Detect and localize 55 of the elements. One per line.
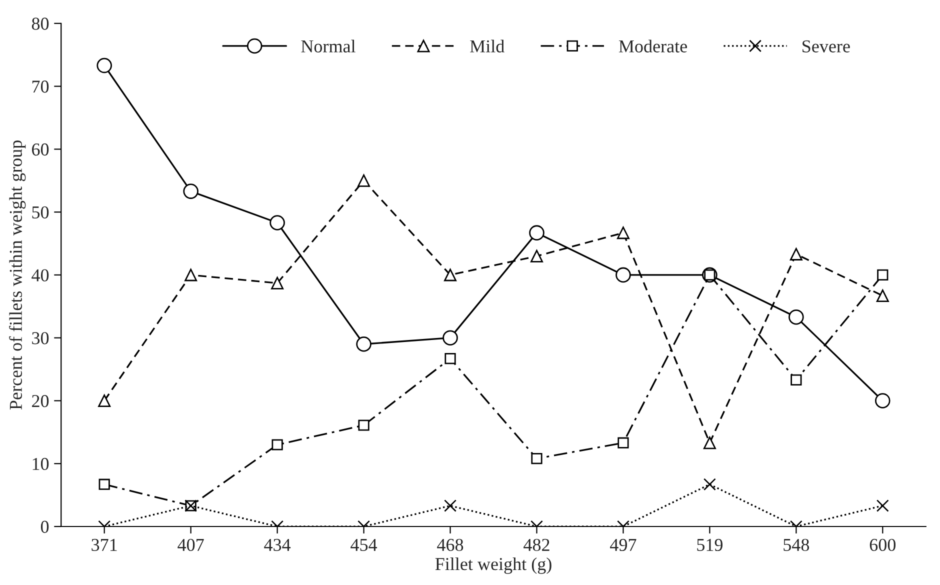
y-tick-label: 60 [32, 143, 49, 156]
y-tick-label: 20 [32, 394, 49, 408]
point [876, 289, 889, 302]
x-tick-label: 519 [697, 538, 723, 552]
y-tick-label: 0 [40, 520, 49, 533]
point [703, 478, 716, 491]
point [184, 268, 198, 282]
y-tick-label: 40 [32, 269, 49, 282]
point [358, 174, 370, 187]
point [444, 499, 457, 512]
y-axis-title: Percent of fillets within weight group [9, 140, 26, 410]
point [875, 393, 890, 408]
x-tick-label: 600 [870, 538, 896, 552]
legend-label: Severe [802, 40, 850, 52]
x-tick-label: 468 [437, 538, 464, 552]
y-tick-label: 10 [32, 458, 49, 470]
point [530, 250, 543, 262]
point [356, 336, 372, 352]
point [98, 394, 111, 407]
point [790, 248, 802, 260]
point [271, 276, 284, 290]
point [358, 420, 370, 431]
point [618, 437, 629, 448]
point [529, 225, 544, 240]
y-tick-label: 70 [32, 80, 49, 93]
point [788, 309, 804, 325]
x-axis-title: Fillet weight (g) [435, 557, 552, 574]
legend-label: Normal [301, 40, 356, 52]
point [616, 226, 630, 240]
y-tick-label: 50 [32, 206, 49, 219]
x-tick-label: 548 [784, 538, 810, 552]
point [877, 269, 888, 281]
point [444, 353, 456, 364]
x-tick-label: 454 [350, 538, 378, 552]
point [183, 184, 198, 199]
legend-label: Mild [470, 40, 504, 52]
x-tick-label: 407 [178, 538, 204, 552]
point [444, 268, 457, 282]
point [96, 58, 112, 74]
x-tick-label: 482 [524, 538, 550, 552]
point [98, 478, 110, 490]
x-tick-label: 434 [264, 538, 291, 552]
point [790, 374, 802, 386]
point [876, 499, 889, 512]
legend-label: Moderate [618, 40, 687, 52]
x-tick-label: 371 [92, 538, 117, 552]
point [270, 215, 285, 230]
y-tick-label: 30 [32, 332, 49, 344]
point [442, 330, 458, 346]
point [616, 267, 631, 283]
y-tick-label: 80 [32, 18, 49, 30]
x-tick-label: 497 [610, 538, 636, 552]
point [703, 436, 716, 450]
point [272, 439, 283, 450]
point [531, 453, 542, 464]
